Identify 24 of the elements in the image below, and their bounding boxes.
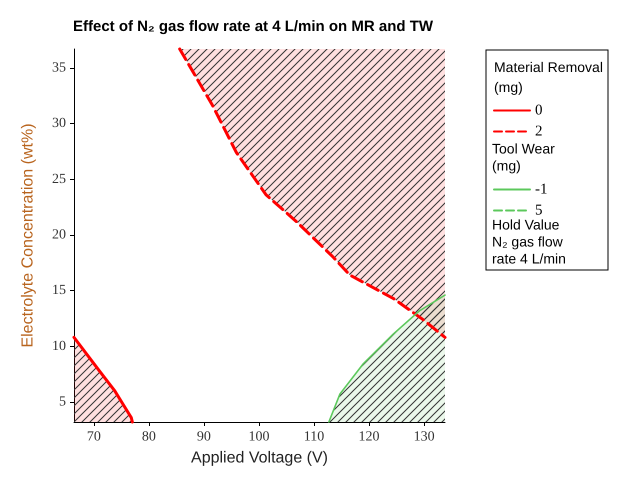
y-tick-label: 35	[52, 60, 66, 76]
x-tick-label: 120	[358, 430, 380, 444]
x-tick-label: 130	[414, 430, 435, 444]
y-tick-label: 5	[59, 394, 66, 410]
x-tick-label: 80	[142, 430, 156, 444]
chart-title: Effect of N₂ gas flow rate at 4 L/min on MR and TW	[73, 18, 434, 35]
x-tick-label: 100	[248, 430, 270, 444]
y-tick-label: 15	[52, 283, 66, 298]
y-tick-label: 20	[52, 227, 66, 242]
y-tick-label: 25	[52, 172, 66, 187]
y-axis-title: Electrolyte Concentration (wt%)	[20, 123, 36, 348]
y-tick-label: 30	[52, 116, 66, 132]
legend-label: 5	[535, 202, 542, 218]
legend-label: -1	[535, 182, 548, 198]
legend-label: 2	[535, 124, 542, 140]
y-tick-label: 10	[52, 338, 66, 354]
text: Tool Wear (mg)	[492, 140, 556, 174]
x-axis-title: Applied Voltage (V)	[191, 450, 328, 466]
legend-title: Material Removal (mg)	[494, 59, 603, 95]
x-tick-label: 90	[196, 430, 211, 444]
x-tick-label: 110	[304, 430, 324, 444]
text: Hold Value N₂ gas flow rate 4 L/min	[492, 216, 566, 266]
legend-label: 0	[535, 102, 542, 118]
x-tick-label: 70	[86, 430, 101, 444]
